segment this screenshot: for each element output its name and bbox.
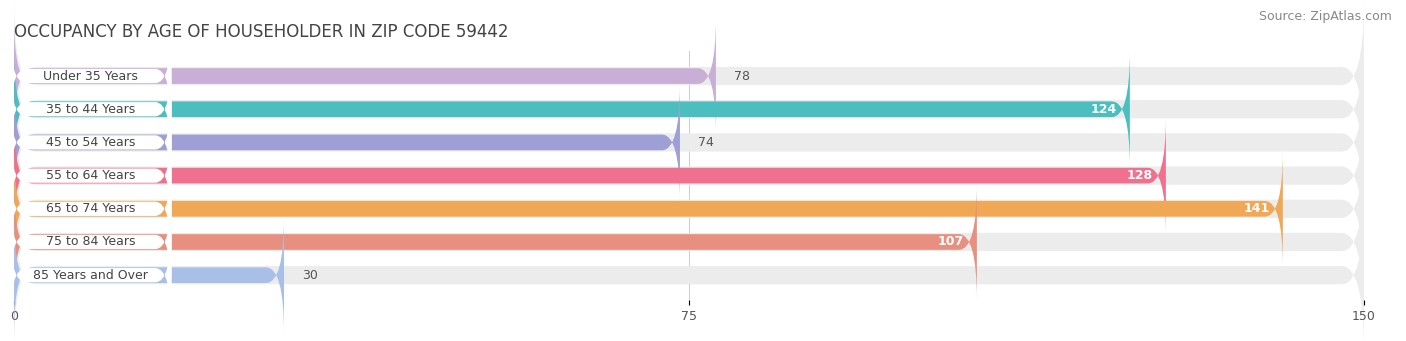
FancyBboxPatch shape [14,117,1166,234]
Text: 128: 128 [1126,169,1153,182]
FancyBboxPatch shape [10,223,172,328]
Text: 78: 78 [734,70,749,83]
FancyBboxPatch shape [10,123,172,228]
Text: 35 to 44 Years: 35 to 44 Years [46,103,135,116]
Text: 75 to 84 Years: 75 to 84 Years [46,236,135,249]
FancyBboxPatch shape [14,51,1130,168]
Text: 65 to 74 Years: 65 to 74 Years [46,202,135,215]
FancyBboxPatch shape [10,90,172,195]
Text: OCCUPANCY BY AGE OF HOUSEHOLDER IN ZIP CODE 59442: OCCUPANCY BY AGE OF HOUSEHOLDER IN ZIP C… [14,23,509,41]
Text: Under 35 Years: Under 35 Years [44,70,138,83]
FancyBboxPatch shape [10,189,172,295]
Text: 30: 30 [302,269,318,282]
Text: 124: 124 [1090,103,1116,116]
FancyBboxPatch shape [10,156,172,262]
FancyBboxPatch shape [10,57,172,162]
FancyBboxPatch shape [14,217,284,334]
FancyBboxPatch shape [14,102,1364,250]
FancyBboxPatch shape [14,84,681,201]
FancyBboxPatch shape [14,168,1364,316]
Text: Source: ZipAtlas.com: Source: ZipAtlas.com [1258,10,1392,23]
Text: 107: 107 [938,236,963,249]
Text: 85 Years and Over: 85 Years and Over [34,269,148,282]
FancyBboxPatch shape [10,24,172,129]
FancyBboxPatch shape [14,201,1364,341]
FancyBboxPatch shape [14,183,977,300]
FancyBboxPatch shape [14,17,716,135]
FancyBboxPatch shape [14,150,1282,267]
Text: 74: 74 [697,136,714,149]
Text: 45 to 54 Years: 45 to 54 Years [46,136,135,149]
Text: 141: 141 [1243,202,1270,215]
FancyBboxPatch shape [14,35,1364,183]
Text: 55 to 64 Years: 55 to 64 Years [46,169,135,182]
FancyBboxPatch shape [14,135,1364,283]
FancyBboxPatch shape [14,69,1364,216]
FancyBboxPatch shape [14,2,1364,150]
